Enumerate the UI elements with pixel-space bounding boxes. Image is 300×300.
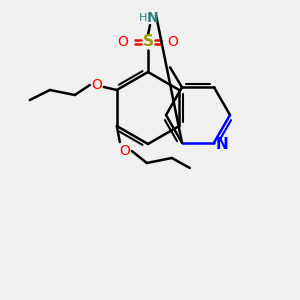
Text: H: H	[139, 13, 147, 23]
Text: O: O	[118, 35, 128, 49]
Text: O: O	[92, 78, 102, 92]
Text: N: N	[216, 137, 228, 152]
Text: O: O	[168, 35, 178, 49]
Text: S: S	[142, 34, 154, 50]
Text: N: N	[147, 11, 159, 25]
Text: O: O	[119, 144, 130, 158]
